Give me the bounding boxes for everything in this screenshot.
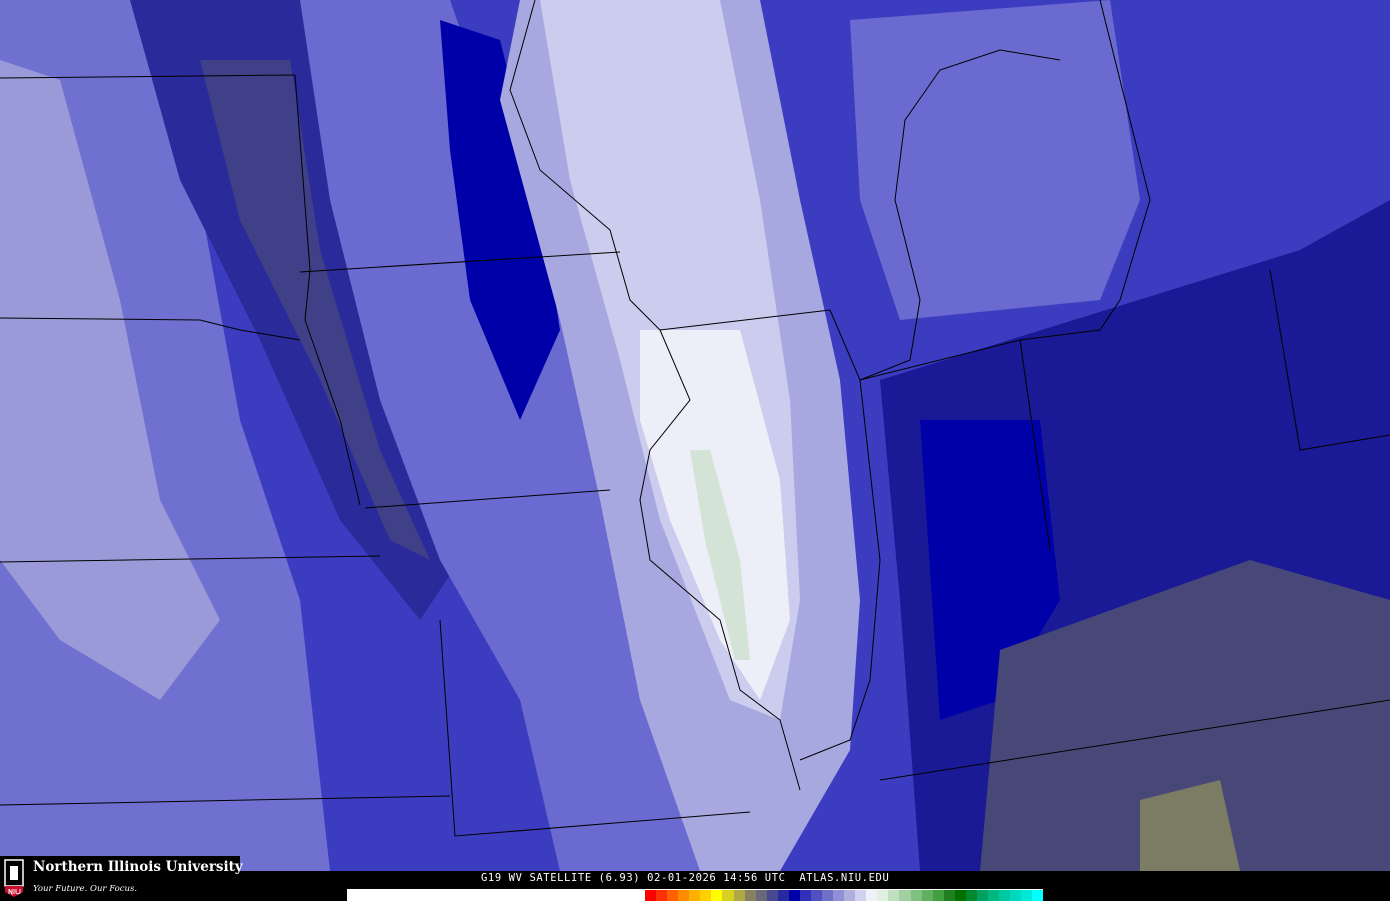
color-scale-white-segment bbox=[347, 890, 645, 901]
color-scale-swatch bbox=[733, 890, 745, 901]
color-scale-swatch bbox=[744, 890, 756, 901]
color-scale-bar bbox=[347, 889, 1044, 901]
color-scale-swatch bbox=[678, 890, 690, 901]
color-scale-swatch bbox=[810, 890, 822, 901]
deep-blue-streak bbox=[440, 20, 560, 420]
great-lakes-light bbox=[850, 0, 1140, 320]
color-scale-swatch bbox=[932, 890, 944, 901]
color-scale-swatch bbox=[999, 890, 1011, 901]
state-borders bbox=[0, 0, 1390, 837]
niu-logo: Northern Illinois University Your Future… bbox=[0, 856, 243, 900]
color-scale-swatch bbox=[954, 890, 966, 901]
color-scale-swatch bbox=[645, 890, 657, 901]
color-scale-swatch bbox=[855, 890, 867, 901]
water-vapor-satellite-map bbox=[0, 0, 1390, 871]
color-scale-swatch bbox=[689, 890, 701, 901]
color-scale-swatch bbox=[667, 890, 679, 901]
color-scale-swatch bbox=[833, 890, 845, 901]
color-scale-swatch bbox=[844, 890, 856, 901]
color-scale-swatch bbox=[788, 890, 800, 901]
color-scale-swatch bbox=[1010, 890, 1022, 901]
color-scale-swatch bbox=[899, 890, 911, 901]
color-scale-swatch bbox=[777, 890, 789, 901]
color-scale-swatch bbox=[888, 890, 900, 901]
color-scale-swatch bbox=[799, 890, 811, 901]
color-scale-swatch bbox=[722, 890, 734, 901]
color-scale-swatch bbox=[1021, 890, 1033, 901]
color-scale-swatch bbox=[921, 890, 933, 901]
color-scale-swatch bbox=[987, 890, 999, 901]
color-scale-swatch bbox=[976, 890, 988, 901]
university-tagline: Your Future. Our Focus. bbox=[33, 884, 138, 894]
central-light-band bbox=[300, 0, 700, 871]
southeast-dry-area bbox=[980, 560, 1390, 871]
satellite-caption: G19 WV SATELLITE (6.93) 02-01-2026 14:56… bbox=[481, 872, 890, 884]
color-scale-swatch bbox=[965, 890, 977, 901]
southeast-olive-area bbox=[1140, 780, 1240, 871]
niu-seal-icon bbox=[4, 859, 24, 897]
color-scale-swatch bbox=[700, 890, 712, 901]
color-scale-swatch bbox=[822, 890, 834, 901]
color-scale-swatch bbox=[656, 890, 668, 901]
color-scale-swatch bbox=[943, 890, 955, 901]
color-scale-swatch bbox=[755, 890, 767, 901]
color-scale-swatch bbox=[766, 890, 778, 901]
color-scale-swatch bbox=[1032, 890, 1044, 901]
color-scale-swatch bbox=[866, 890, 878, 901]
dry-slot-band bbox=[200, 60, 430, 560]
west-pale-area bbox=[0, 60, 220, 700]
color-scale-swatch bbox=[910, 890, 922, 901]
university-name: Northern Illinois University bbox=[33, 859, 243, 875]
color-scale-swatch bbox=[877, 890, 889, 901]
color-scale-swatch bbox=[711, 890, 723, 901]
plume-core bbox=[690, 450, 750, 660]
